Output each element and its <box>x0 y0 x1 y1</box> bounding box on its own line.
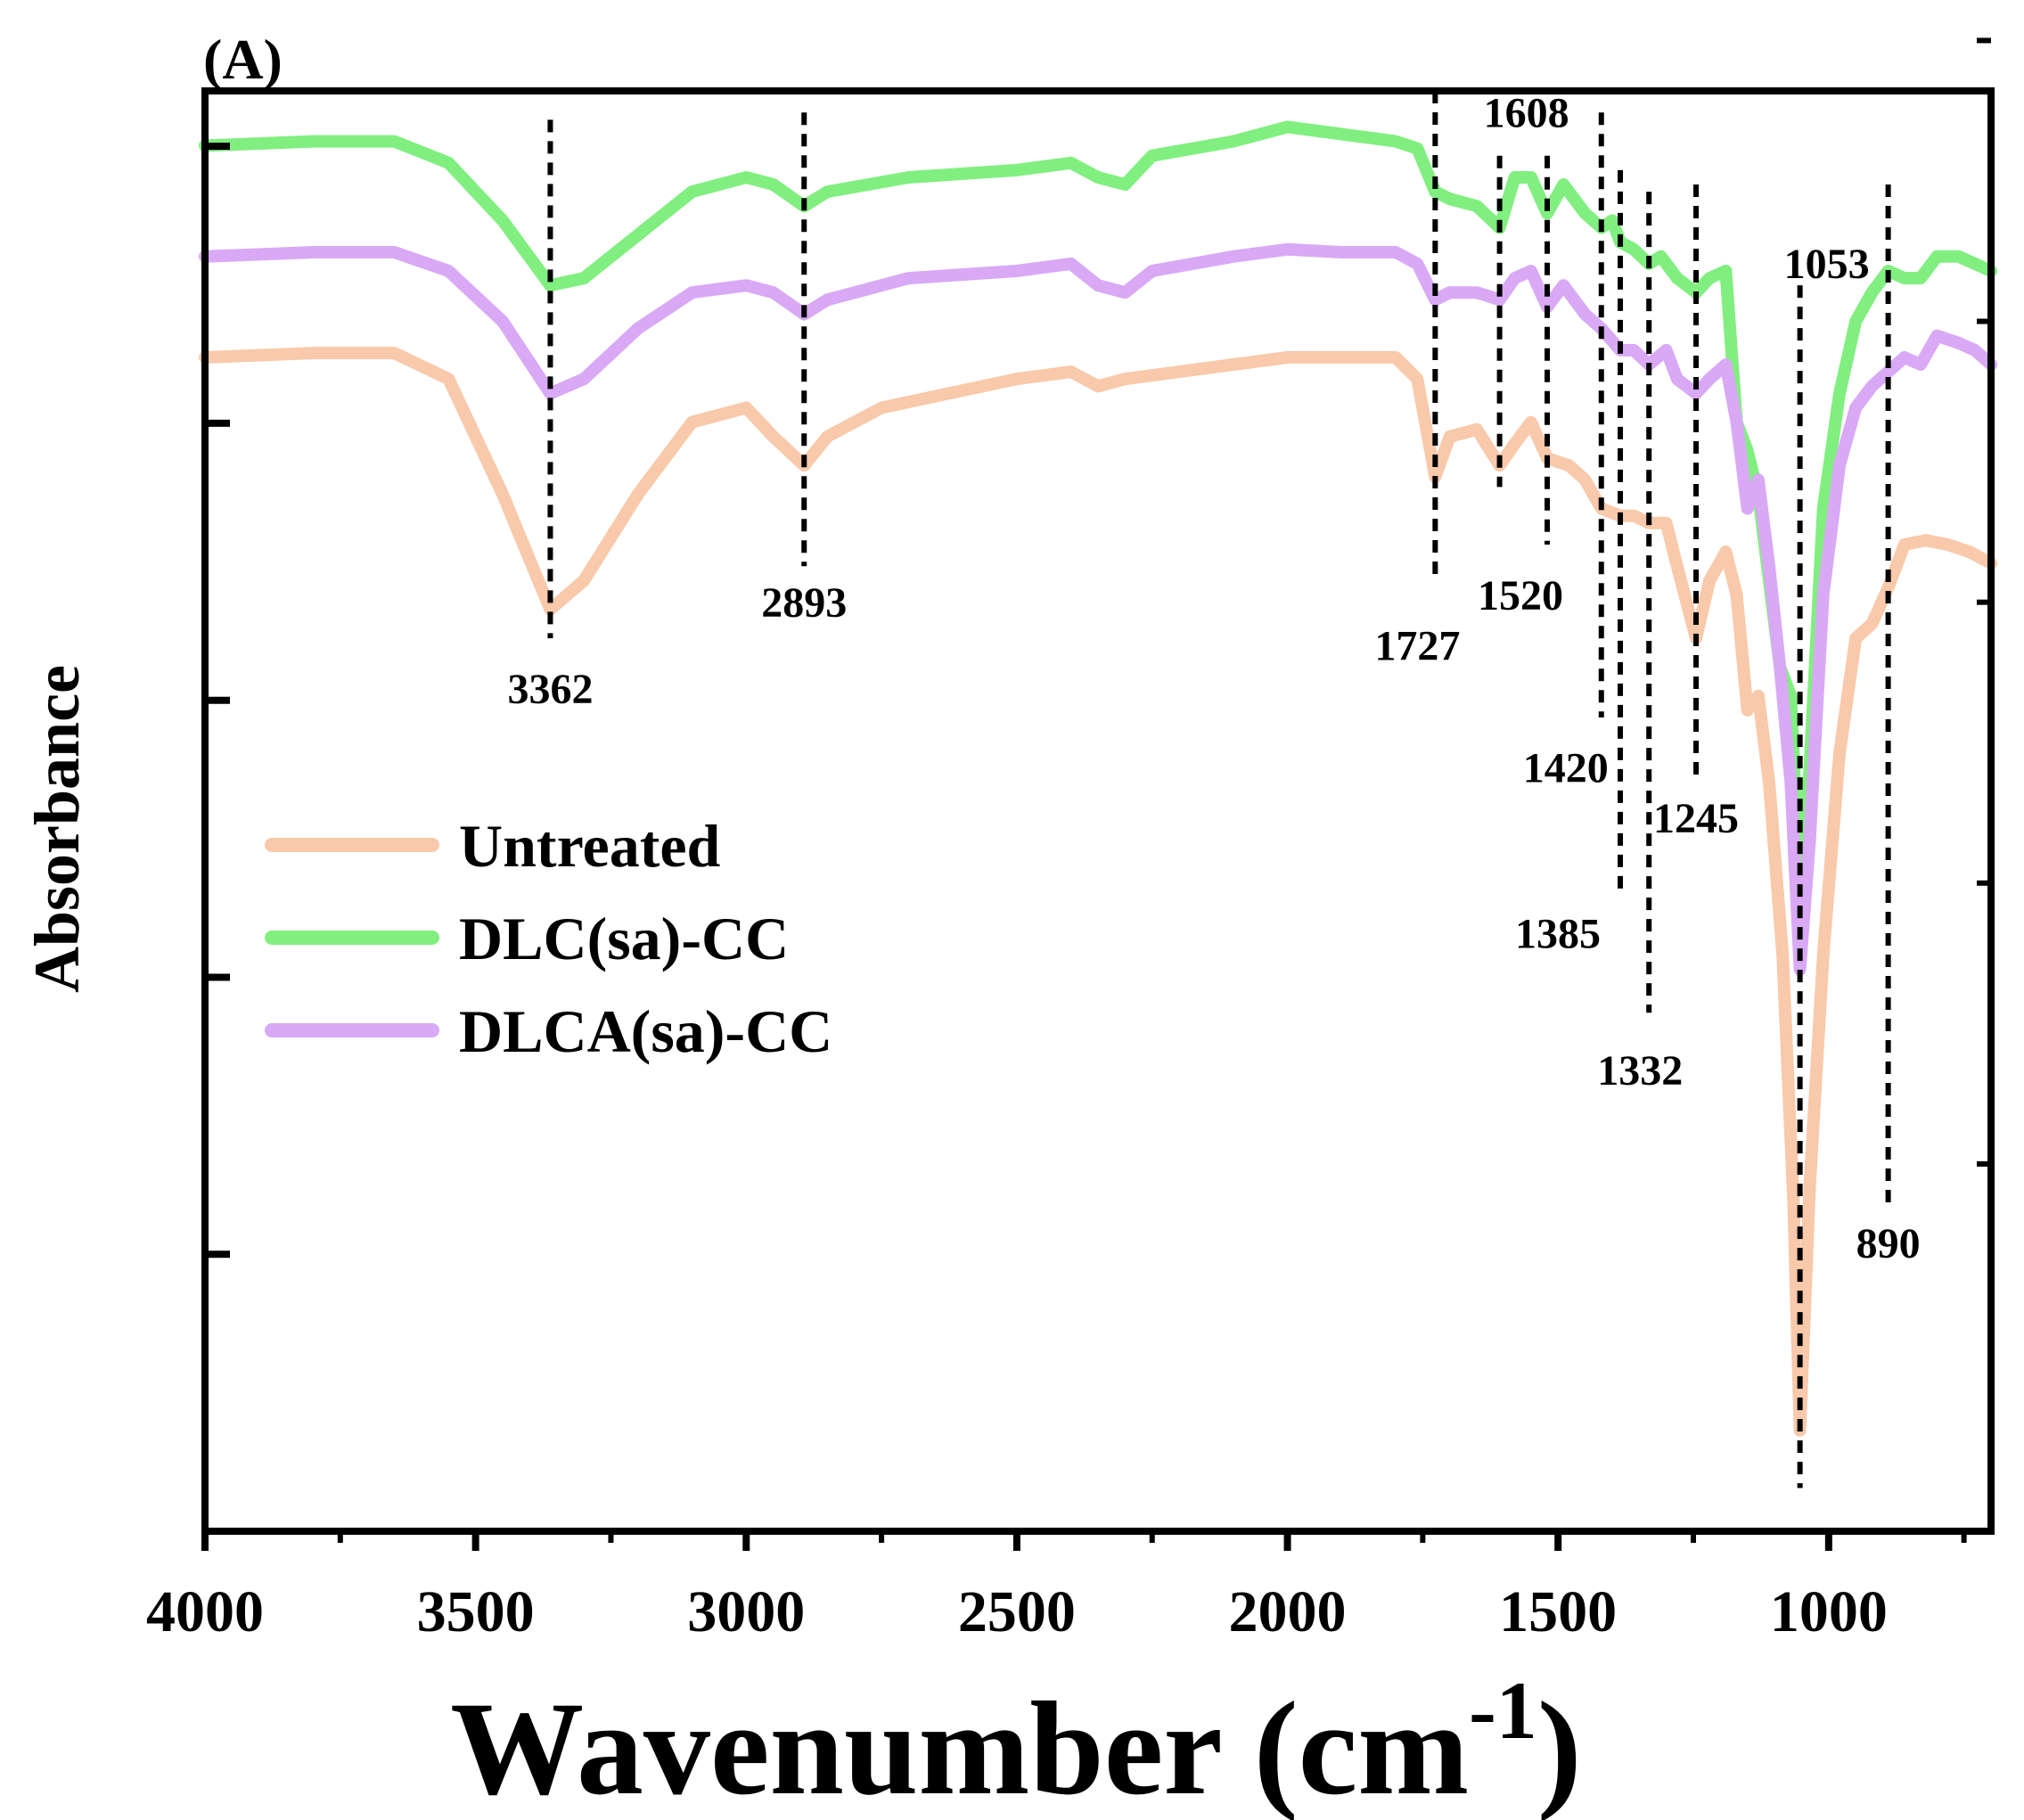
plot-frame <box>201 87 1995 1535</box>
peak-label-1420: 1420 <box>1523 745 1609 792</box>
x-tick-label: 2500 <box>958 1579 1076 1644</box>
legend-label-2: DLC(sa)-CC <box>459 905 789 972</box>
legend-label-3: DLCA(sa)-CC <box>459 997 832 1065</box>
axes-layer: 4000 3500 3000 2500 2000 1500 1000 <box>146 37 1991 1644</box>
peak-label-1385: 1385 <box>1515 911 1601 958</box>
x-axis-title: Wavenumber (cm-1) <box>450 1665 1582 1820</box>
x-axis-title-close: ) <box>1537 1675 1582 1820</box>
peak-label-1608: 1608 <box>1484 89 1569 136</box>
series-layer <box>199 120 1997 1437</box>
series-line-1 <box>199 347 1997 1437</box>
legend: Untreated DLC(sa)-CC DLCA(sa)-CC <box>265 812 832 1065</box>
peak-label-1245: 1245 <box>1653 795 1739 842</box>
panel-label: (A) <box>203 28 283 91</box>
x-tick-label: 1000 <box>1770 1579 1888 1644</box>
x-tick-label: 1500 <box>1499 1579 1617 1644</box>
y-axis-title: Absorbance <box>21 665 93 993</box>
series-line-2 <box>199 120 1997 904</box>
peak-label-1727: 1727 <box>1374 622 1460 669</box>
x-tick-label: 2000 <box>1229 1579 1347 1644</box>
legend-label-1: Untreated <box>459 812 721 880</box>
x-tick-label: 3500 <box>417 1579 535 1644</box>
peak-label-2893: 2893 <box>761 579 847 627</box>
peak-label-3362: 3362 <box>507 666 593 713</box>
peak-label-1053: 1053 <box>1784 241 1870 288</box>
x-tick-label: 4000 <box>146 1579 264 1644</box>
peak-label-890: 890 <box>1856 1220 1921 1267</box>
peak-marker-layer: 3362 2893 1727 1608 1520 1420 1385 1332 1245 1053… <box>507 89 1921 1488</box>
peak-label-1332: 1332 <box>1597 1047 1683 1094</box>
x-tick-label: 3000 <box>687 1579 805 1644</box>
x-axis-title-main: Wavenumber (cm <box>450 1675 1469 1820</box>
peak-label-1520: 1520 <box>1478 572 1563 619</box>
x-axis-title-superscript: -1 <box>1469 1665 1537 1756</box>
